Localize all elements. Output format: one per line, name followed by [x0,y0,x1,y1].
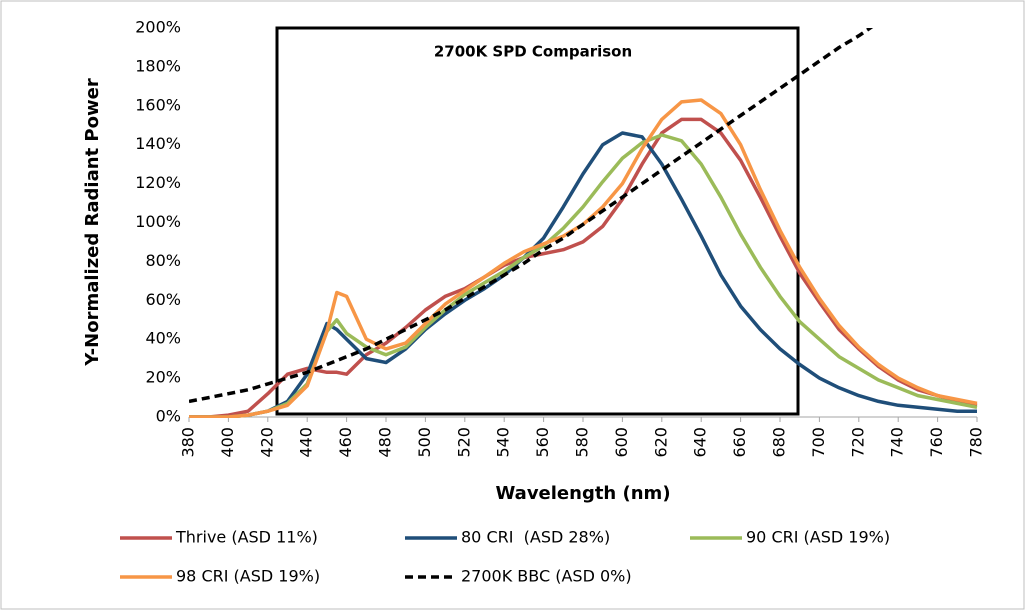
x-tick-label: 460 [336,427,355,458]
highlight-box [275,26,800,416]
legend-label: 2700K BBC (ASD 0%) [461,567,632,586]
x-tick-label: 660 [730,427,749,458]
x-axis-title: Wavelength (nm) [495,483,670,504]
y-tick-label: 120% [135,173,181,192]
chart-title: 2700K SPD Comparison [434,43,632,61]
y-tick-label: 140% [135,134,181,153]
x-tick-label: 640 [691,427,710,458]
legend-label: 80 CRI (ASD 28%) [461,528,610,547]
x-tick-label: 620 [651,427,670,458]
series-line [189,28,874,404]
y-tick-label: 20% [145,368,181,387]
y-tick-label: 100% [135,212,181,231]
x-tick-label: 560 [533,427,552,458]
legend-label: 90 CRI (ASD 19%) [746,528,890,547]
x-tick-label: 780 [967,427,986,458]
y-tick-label: 180% [135,56,181,75]
plot-area [189,28,978,418]
legend-label: 98 CRI (ASD 19%) [176,567,320,586]
x-tick-label: 400 [218,427,237,458]
x-tick-label: 720 [848,427,867,458]
x-tick-label: 700 [809,427,828,458]
y-tick-label: 60% [145,290,181,309]
y-tick-label: 80% [145,251,181,270]
y-tick-label: 0% [156,407,181,426]
x-tick-label: 480 [376,427,395,458]
x-tick-label: 500 [415,427,434,458]
series-line [189,98,978,418]
x-tick-label: 420 [257,427,276,458]
y-tick-label: 40% [145,329,181,348]
series-line [189,131,977,418]
y-tick-label: 160% [135,95,181,114]
y-tick-label: 200% [135,18,181,37]
x-tick-label: 600 [612,427,631,458]
x-tick-label: 540 [494,427,513,458]
x-tick-label: 520 [454,427,473,458]
x-tick-label: 760 [927,427,946,458]
x-tick-label: 380 [179,427,198,458]
y-axis-title: Y-Normalized Radiant Power [82,78,103,367]
series-line [189,117,978,418]
x-tick-label: 440 [297,427,316,458]
legend-label: Thrive (ASD 11%) [175,528,318,547]
x-tick-label: 580 [573,427,592,458]
x-tick-label: 740 [888,427,907,458]
x-tick-label: 680 [770,427,789,458]
